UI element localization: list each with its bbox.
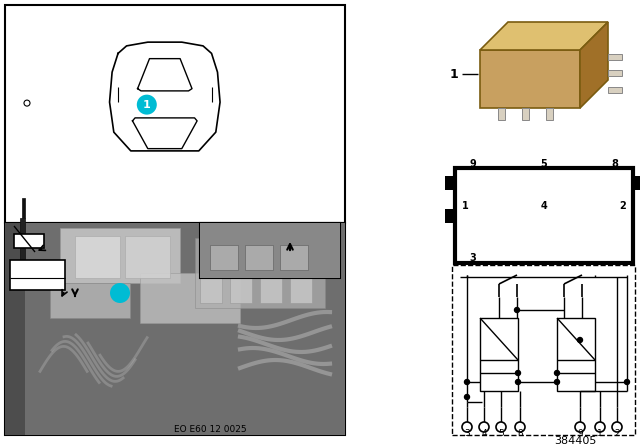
- Bar: [5, 223, 25, 435]
- Circle shape: [479, 422, 489, 432]
- Bar: [522, 108, 529, 120]
- Bar: [260, 243, 282, 303]
- Circle shape: [612, 422, 622, 432]
- Bar: [75, 236, 120, 278]
- Circle shape: [554, 370, 559, 375]
- Text: 1: 1: [461, 201, 468, 211]
- Bar: [455, 168, 633, 263]
- Circle shape: [496, 422, 506, 432]
- Bar: [140, 273, 240, 323]
- Bar: [60, 228, 180, 283]
- Bar: [20, 218, 25, 268]
- Text: X1242: X1242: [20, 277, 54, 287]
- Bar: [245, 245, 273, 270]
- Bar: [452, 265, 635, 435]
- Circle shape: [515, 422, 525, 432]
- Circle shape: [515, 370, 520, 375]
- Bar: [195, 238, 325, 308]
- Text: 2: 2: [620, 201, 627, 211]
- Text: 4: 4: [481, 429, 487, 438]
- Bar: [608, 54, 622, 60]
- Text: 8: 8: [517, 429, 523, 438]
- Bar: [50, 283, 130, 318]
- Bar: [5, 223, 345, 435]
- Circle shape: [625, 379, 630, 384]
- Bar: [200, 223, 340, 278]
- Bar: [210, 245, 238, 270]
- Text: 1: 1: [116, 288, 124, 298]
- Circle shape: [515, 307, 520, 313]
- Bar: [608, 87, 622, 93]
- Text: 9: 9: [577, 429, 583, 438]
- Bar: [14, 234, 44, 248]
- Circle shape: [462, 422, 472, 432]
- Bar: [480, 373, 518, 391]
- Text: K11: K11: [26, 265, 47, 275]
- Bar: [557, 373, 595, 391]
- Bar: [200, 243, 222, 303]
- Text: 2: 2: [614, 429, 620, 438]
- Circle shape: [465, 395, 470, 400]
- Text: 5: 5: [498, 429, 504, 438]
- Bar: [290, 243, 312, 303]
- Text: 4: 4: [541, 201, 547, 211]
- Bar: [480, 50, 580, 108]
- Bar: [608, 70, 622, 76]
- Bar: [633, 176, 640, 190]
- Bar: [445, 176, 455, 190]
- Text: EO E60 12 0025: EO E60 12 0025: [173, 425, 246, 434]
- Circle shape: [515, 379, 520, 384]
- Circle shape: [465, 379, 470, 384]
- Text: 3: 3: [470, 253, 476, 263]
- Bar: [10, 260, 65, 290]
- Circle shape: [110, 283, 130, 303]
- Circle shape: [575, 422, 585, 432]
- Bar: [22, 198, 25, 218]
- Polygon shape: [480, 22, 608, 50]
- Bar: [445, 209, 455, 223]
- Text: 9: 9: [470, 159, 476, 169]
- Text: 3: 3: [464, 429, 470, 438]
- Circle shape: [137, 95, 157, 115]
- Bar: [5, 223, 345, 435]
- Bar: [480, 318, 518, 360]
- Bar: [125, 236, 170, 278]
- Bar: [200, 223, 340, 278]
- Circle shape: [577, 337, 582, 343]
- Text: 5: 5: [541, 159, 547, 169]
- Text: 1: 1: [143, 99, 150, 110]
- Text: 1: 1: [449, 68, 458, 81]
- Circle shape: [554, 379, 559, 384]
- Bar: [230, 243, 252, 303]
- Bar: [280, 245, 308, 270]
- Bar: [557, 318, 595, 360]
- Circle shape: [595, 422, 605, 432]
- Text: X6: X6: [22, 236, 36, 246]
- Bar: [498, 108, 505, 120]
- Bar: [5, 5, 345, 223]
- Text: 1: 1: [597, 429, 603, 438]
- Text: 8: 8: [612, 159, 618, 169]
- Text: 384405: 384405: [554, 436, 596, 446]
- Polygon shape: [580, 22, 608, 108]
- Bar: [546, 108, 553, 120]
